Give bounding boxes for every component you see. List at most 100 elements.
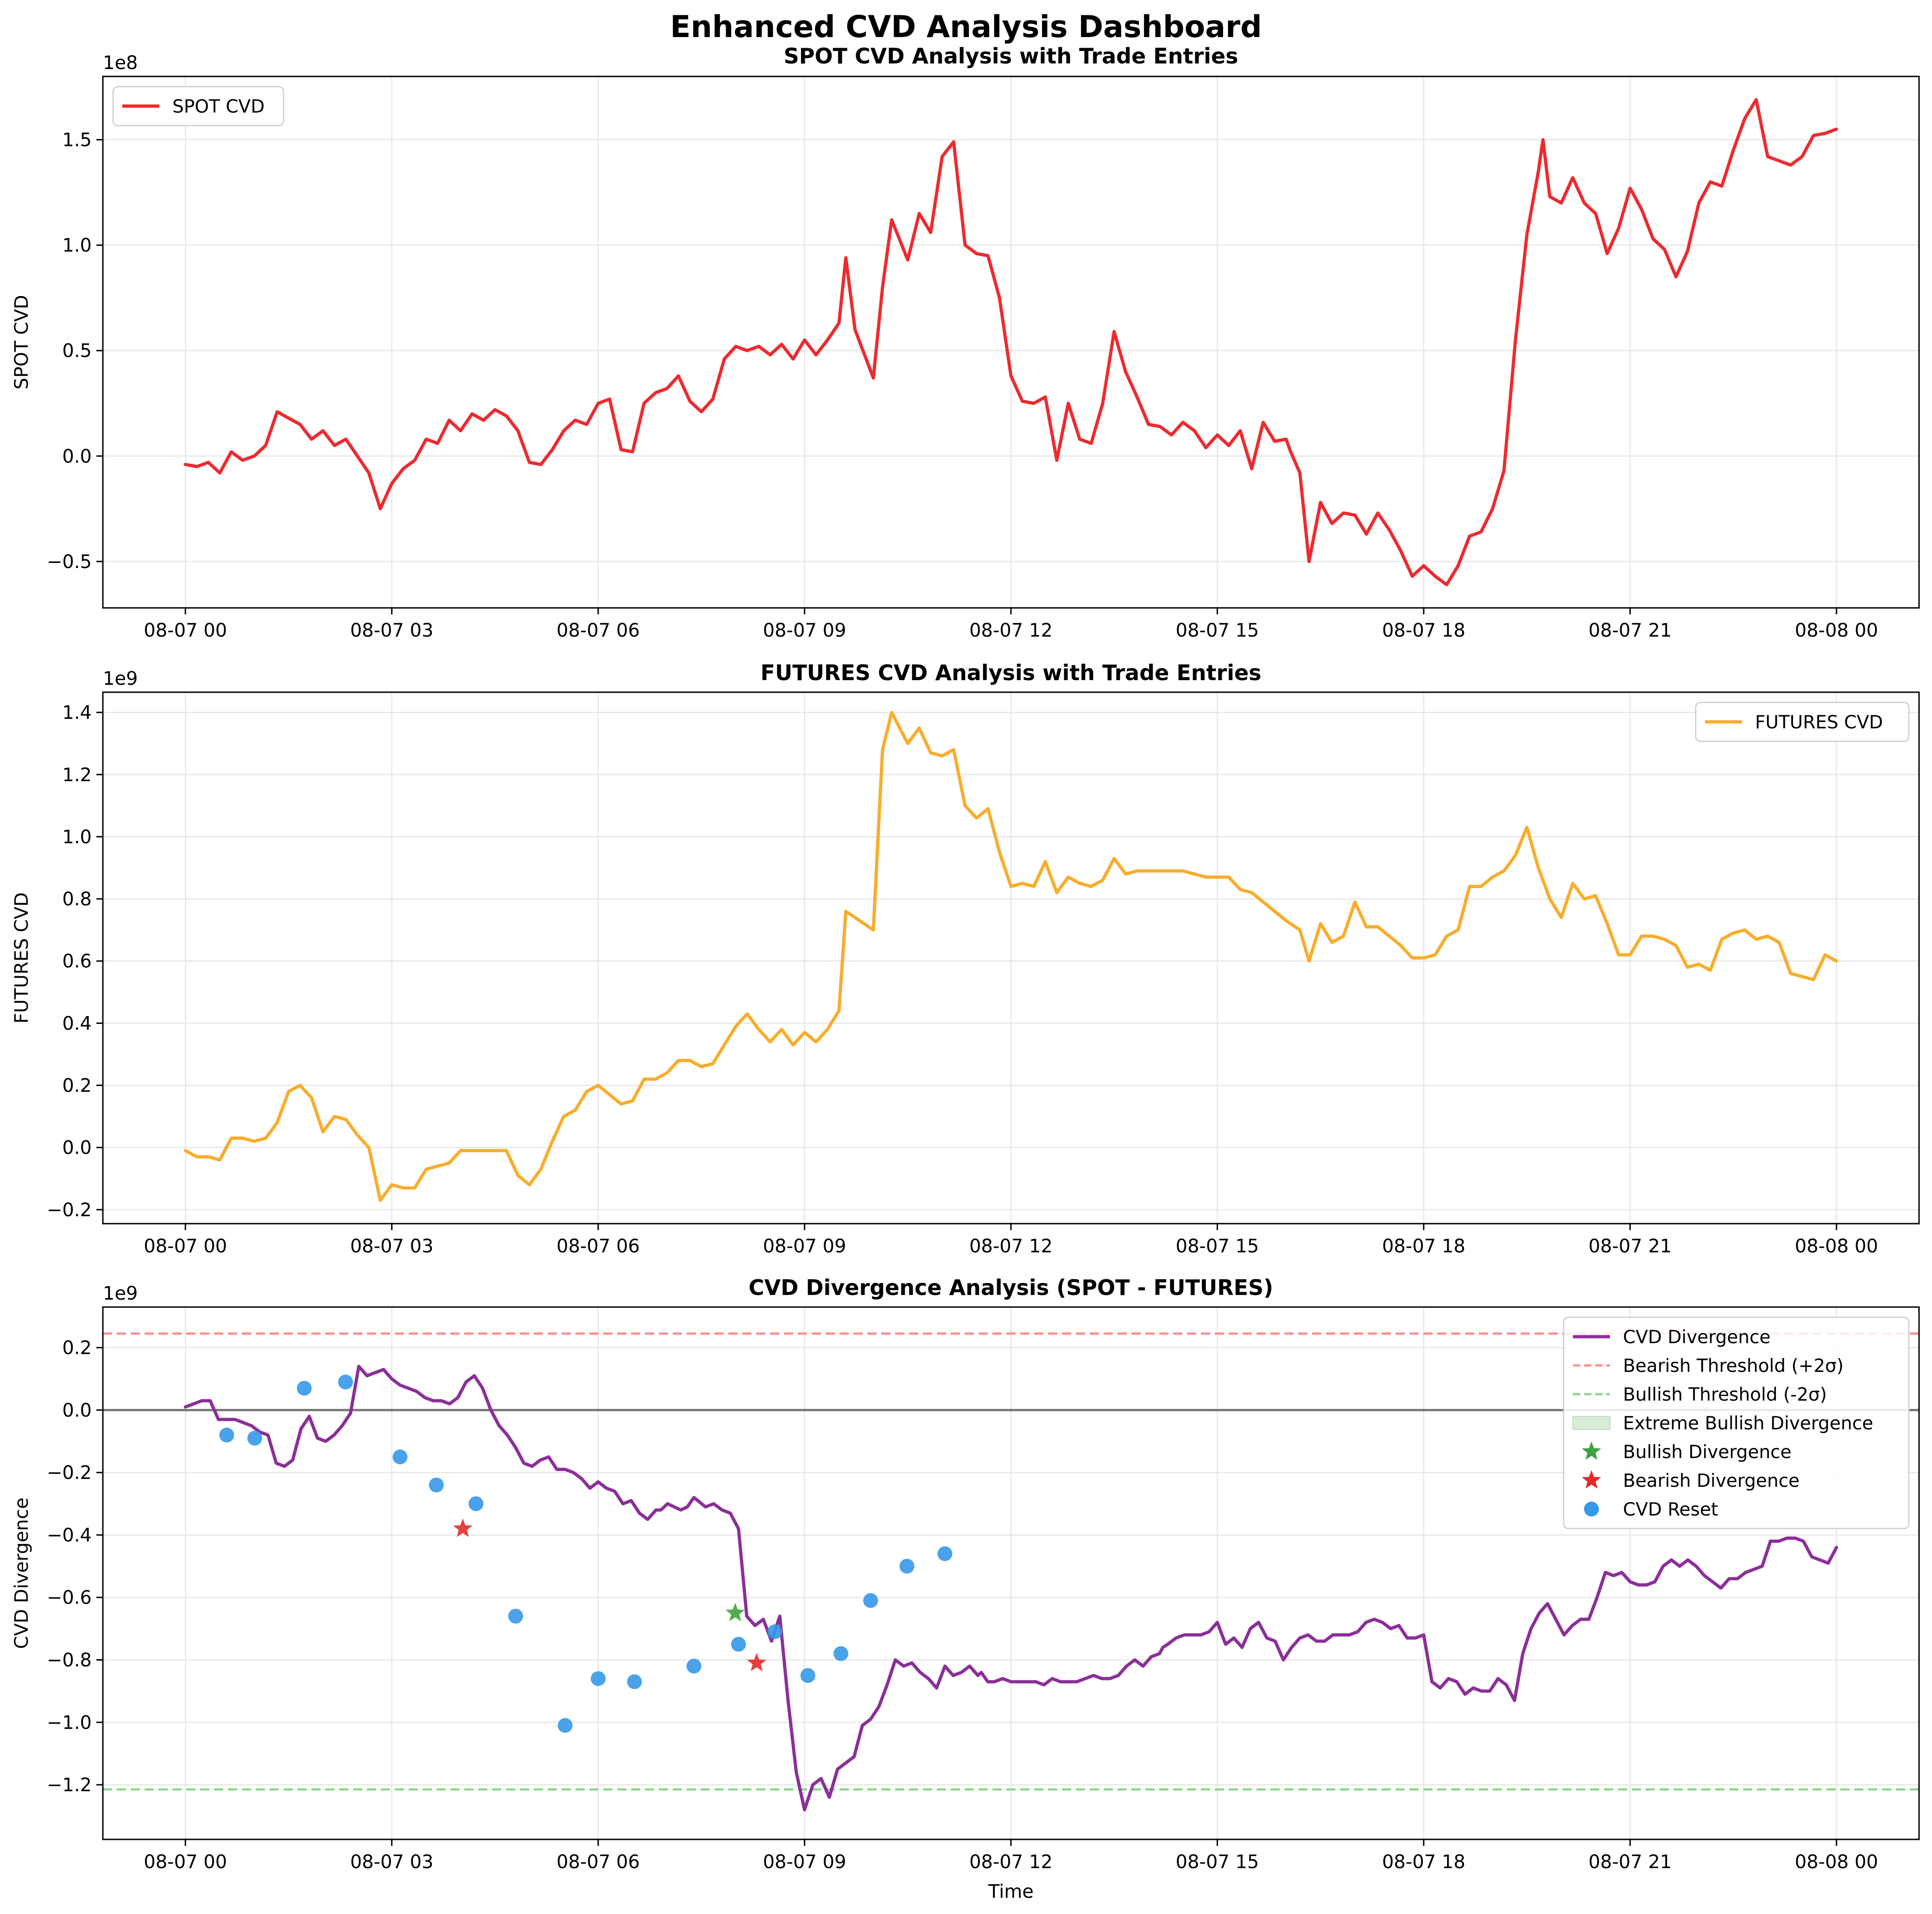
cvd-reset-marker [557,1718,573,1733]
x-tick-label: 08-07 15 [1176,1851,1259,1873]
y-tick-label: 0.0 [62,1137,92,1159]
legend-label: CVD Divergence [1623,1327,1771,1348]
legend-label: FUTURES CVD [1755,712,1883,733]
legend: CVD Divergence Bearish Threshold (+2σ) Bul… [1563,1316,1910,1529]
legend-box [1563,1316,1910,1529]
y-tick-label: 1.5 [62,130,92,151]
legend: FUTURES CVD [1695,701,1910,742]
y-tick-label: −0.5 [47,551,92,573]
y-tick-label: 0.6 [62,951,92,972]
legend-swatch-star [1582,1441,1601,1460]
cvd-reset-marker [833,1646,848,1661]
y-tick-label: −1.2 [47,1775,92,1796]
legend: SPOT CVD [112,86,284,126]
legend-label: Bearish Divergence [1623,1471,1799,1491]
cvd-reset-marker [731,1636,746,1652]
x-tick-label: 08-07 18 [1382,620,1465,641]
y-axis-label: FUTURES CVD [11,892,32,1023]
legend-label: SPOT CVD [172,96,265,117]
cvd-reset-marker [392,1449,408,1465]
legend-swatch-circle [1584,1502,1599,1516]
legend-box [112,86,284,126]
cvd-reset-marker [937,1546,953,1561]
cvd-reset-marker [800,1668,815,1683]
spot-cvd-panel: 08-07 00 08-07 03 08-07 06 08-07 09 08-07 12… [11,44,1920,641]
y-tick-label: 0.8 [62,889,92,910]
x-axis-label: Time [988,1881,1034,1902]
y-tick-label: −0.6 [47,1587,92,1609]
x-tick-label: 08-07 21 [1588,1236,1672,1257]
x-tick-label: 08-07 21 [1588,1851,1672,1873]
y-tick-label: 0.0 [62,446,92,467]
y-axis-exponent: 1e8 [103,52,138,74]
cvd-reset-marker [767,1624,783,1639]
cvd-reset-marker [338,1374,353,1390]
bearish-divergence-marker [747,1653,767,1671]
x-tick-label: 08-07 12 [969,1851,1053,1873]
x-tick-label: 08-07 12 [969,1236,1053,1257]
legend-label: Extreme Bullish Divergence [1623,1413,1873,1434]
x-tick-label: 08-07 15 [1176,620,1259,641]
legend-label: Bullish Divergence [1623,1442,1792,1463]
x-tick-label: 08-07 03 [350,620,434,641]
x-tick-label: 08-07 06 [556,1236,640,1257]
cvd-reset-marker [429,1478,444,1493]
legend-swatch-star [1582,1470,1601,1489]
cvd-reset-marker [508,1609,523,1624]
x-tick-label: 08-08 00 [1795,620,1878,641]
x-tick-label: 08-07 18 [1382,1236,1465,1257]
y-tick-label: −0.4 [47,1525,92,1546]
y-axis-label: CVD Divergence [11,1497,32,1649]
y-tick-label: 1.2 [62,764,92,786]
figure-title: Enhanced CVD Analysis Dashboard [670,10,1262,44]
legend-label: CVD Reset [1623,1499,1718,1520]
y-tick-label: −0.2 [47,1462,92,1484]
y-tick-label: 0.0 [62,1400,92,1421]
x-tick-label: 08-07 12 [969,620,1053,641]
x-tick-label: 08-07 00 [144,620,227,641]
y-tick-label: −0.8 [47,1650,92,1671]
x-tick-label: 08-07 03 [350,1236,434,1257]
y-tick-label: 1.0 [62,827,92,848]
cvd-reset-marker [686,1658,701,1674]
x-tick-label: 08-07 09 [763,1236,846,1257]
x-tick-label: 08-07 00 [144,1236,227,1257]
y-tick-label: 0.4 [62,1013,92,1034]
divergence-panel: 08-07 00 08-07 03 08-07 06 08-07 09 08-07 12… [11,1275,1920,1902]
x-tick-label: 08-07 06 [556,1851,640,1873]
x-tick-label: 08-07 09 [763,1851,846,1873]
y-tick-label: 0.2 [62,1338,92,1359]
y-axis-label: SPOT CVD [11,295,32,389]
legend-swatch-patch [1572,1416,1610,1430]
y-tick-label: 1.4 [62,702,92,724]
x-tick-label: 08-07 09 [763,620,846,641]
cvd-reset-marker [627,1674,642,1689]
futures-cvd-panel: 08-07 00 08-07 03 08-07 06 08-07 09 08-07 12… [11,660,1920,1257]
cvd-reset-marker [247,1431,262,1446]
cvd-reset-marker [591,1671,606,1686]
cvd-reset-marker [899,1559,915,1574]
x-tick-label: 08-07 06 [556,620,640,641]
y-tick-label: 0.5 [62,341,92,362]
bullish-divergence-marker [725,1603,745,1622]
legend-box [1695,701,1910,742]
legend-label: Bullish Threshold (-2σ) [1623,1384,1827,1405]
x-tick-label: 08-07 21 [1588,620,1672,641]
panel-title: CVD Divergence Analysis (SPOT - FUTURES) [749,1275,1273,1300]
series-line-1 [183,711,1838,1202]
x-tick-label: 08-08 00 [1795,1851,1878,1873]
bearish-divergence-marker [453,1518,473,1537]
x-tick-label: 08-07 00 [144,1851,227,1873]
x-tick-label: 08-07 03 [350,1851,434,1873]
x-tick-label: 08-08 00 [1795,1236,1878,1257]
x-tick-label: 08-07 15 [1176,1236,1259,1257]
cvd-reset-marker [468,1496,484,1511]
series-line-0 [183,98,1838,587]
cvd-reset-marker [863,1593,878,1608]
panel-title: SPOT CVD Analysis with Trade Entries [784,44,1238,69]
cvd-reset-marker [219,1428,234,1443]
y-tick-label: −1.0 [47,1712,92,1733]
y-tick-label: 0.2 [62,1075,92,1097]
y-tick-label: −0.2 [47,1200,92,1221]
